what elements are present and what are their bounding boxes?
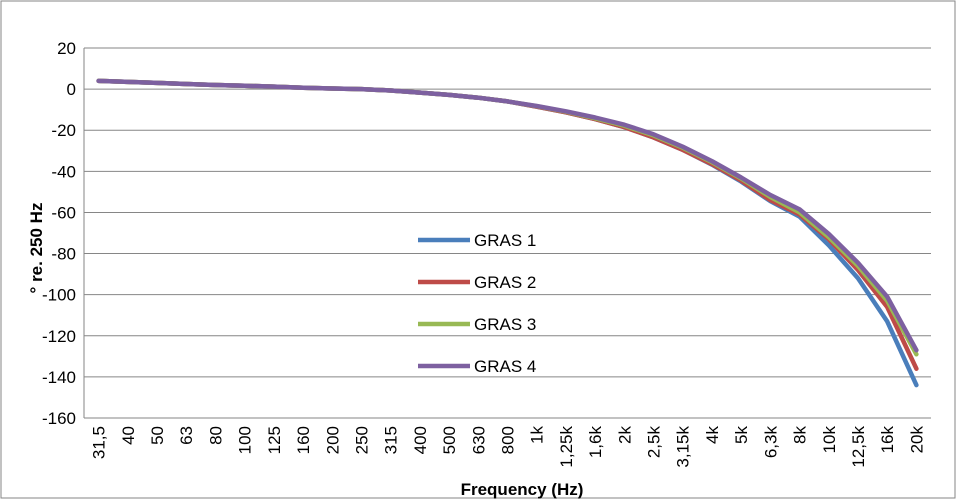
x-tick-label: 2,5k bbox=[645, 426, 664, 459]
x-tick-label: 80 bbox=[206, 426, 225, 445]
series-line-gras-4 bbox=[96, 78, 919, 353]
y-tick-label: 0 bbox=[67, 80, 76, 99]
y-tick-label: -40 bbox=[51, 162, 76, 181]
x-tick-label: 3,15k bbox=[674, 426, 693, 468]
x-tick-label: 500 bbox=[440, 426, 459, 454]
x-tick-label: 6,3k bbox=[761, 426, 780, 459]
x-tick-label: 12,5k bbox=[849, 426, 868, 468]
gridlines bbox=[83, 47, 931, 419]
x-tick-label: 250 bbox=[352, 426, 371, 454]
x-tick-label: 8k bbox=[791, 426, 810, 444]
x-tick-label: 1k bbox=[528, 426, 547, 444]
y-tick-label: -100 bbox=[42, 286, 76, 305]
x-tick-label: 315 bbox=[382, 426, 401, 454]
x-tick-label: 31,5 bbox=[90, 426, 109, 459]
x-tick-label: 1,6k bbox=[586, 426, 605, 459]
x-tick-label: 200 bbox=[323, 426, 342, 454]
x-tick-label: 40 bbox=[119, 426, 138, 445]
x-tick-label: 5k bbox=[732, 426, 751, 444]
y-tick-label: -140 bbox=[42, 368, 76, 387]
x-tick-labels: 31,5 40 50 63 80 100 125 160 200 250 315 400 500 630 8… bbox=[90, 426, 927, 468]
legend-label: GRAS 1 bbox=[474, 231, 536, 250]
x-tick-label: 100 bbox=[236, 426, 255, 454]
legend-label: GRAS 3 bbox=[474, 315, 536, 334]
y-tick-labels: 20 0 -20 -40 -60 -80 -100 -120 -140 -160 bbox=[42, 39, 76, 428]
x-tick-label: 50 bbox=[148, 426, 167, 445]
x-tick-label: 160 bbox=[294, 426, 313, 454]
legend-label: GRAS 2 bbox=[474, 273, 536, 292]
x-tick-label: 20k bbox=[907, 426, 926, 454]
x-tick-label: 630 bbox=[469, 426, 488, 454]
legend: GRAS 1 GRAS 2 GRAS 3 GRAS 4 bbox=[418, 231, 536, 376]
x-tick-label: 16k bbox=[878, 426, 897, 454]
y-tick-label: -60 bbox=[51, 203, 76, 222]
y-tick-label: -80 bbox=[51, 245, 76, 264]
y-tick-label: -120 bbox=[42, 327, 76, 346]
x-tick-label: 63 bbox=[177, 426, 196, 445]
legend-label: GRAS 4 bbox=[474, 357, 536, 376]
y-tick-label: -20 bbox=[51, 121, 76, 140]
series-lines bbox=[96, 78, 919, 388]
x-tick-label: 4k bbox=[703, 426, 722, 444]
x-tick-label: 10k bbox=[820, 426, 839, 454]
y-tick-label: 20 bbox=[57, 39, 76, 58]
x-tick-label: 400 bbox=[411, 426, 430, 454]
x-axis-title: Frequency (Hz) bbox=[461, 480, 584, 499]
y-axis-title: ° re. 250 Hz bbox=[27, 203, 46, 294]
x-tick-label: 1,25k bbox=[557, 426, 576, 468]
x-tick-label: 800 bbox=[499, 426, 518, 454]
x-tick-label: 2k bbox=[615, 426, 634, 444]
y-tick-label: -160 bbox=[42, 409, 76, 428]
x-tick-label: 125 bbox=[265, 426, 284, 454]
